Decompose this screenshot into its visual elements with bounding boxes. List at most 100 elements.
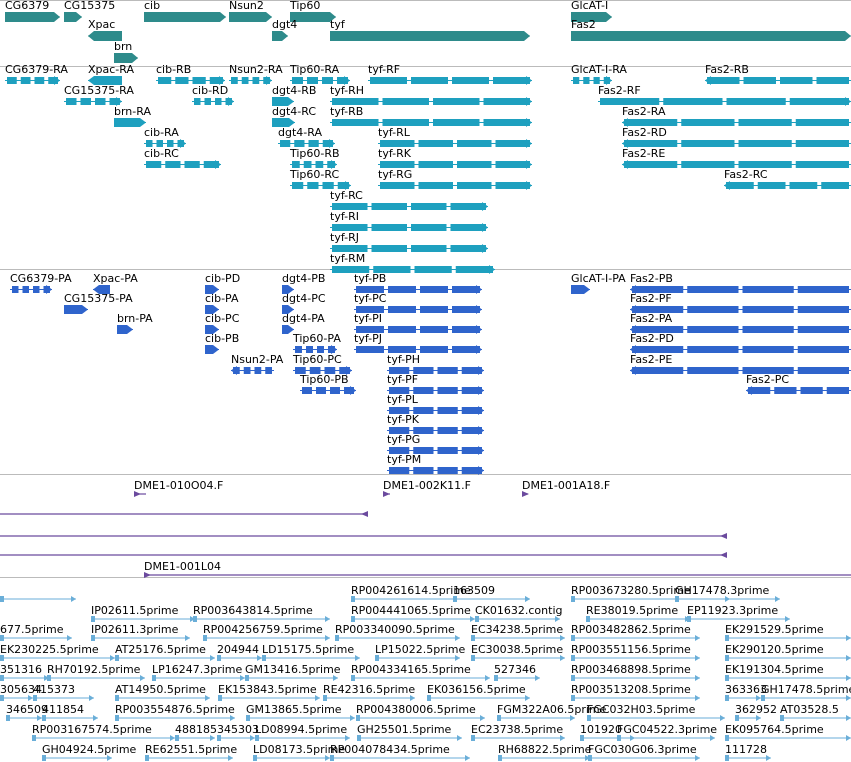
est-feature[interactable]: AT03528.5 bbox=[780, 703, 851, 721]
est-feature[interactable]: EP11923.3prime bbox=[687, 604, 790, 622]
est-feature[interactable]: RH70192.5prime bbox=[47, 663, 145, 681]
transcript-feature[interactable]: Tip60-RC bbox=[289, 168, 351, 190]
transcript-feature[interactable]: dgt4-RA bbox=[278, 126, 335, 148]
est-feature[interactable]: FGC04522.3prime bbox=[617, 723, 717, 741]
est-feature[interactable]: 346509 bbox=[6, 703, 48, 721]
clone-feature[interactable]: DME1-002K11.F bbox=[383, 479, 471, 497]
transcript-feature[interactable]: Tip60-RB bbox=[289, 147, 340, 169]
est-feature[interactable]: RE42316.5prime bbox=[323, 683, 415, 701]
gene-feature[interactable]: Fas2 bbox=[571, 18, 851, 41]
protein-feature[interactable]: tyf-PL bbox=[387, 393, 484, 415]
est-feature[interactable]: LP16247.3prime bbox=[152, 663, 245, 681]
est-feature[interactable]: RP003643814.5prime bbox=[193, 604, 330, 622]
est-feature[interactable]: RP003340090.5prime bbox=[335, 623, 460, 641]
transcript-feature[interactable]: Fas2-RE bbox=[622, 147, 851, 169]
transcript-feature[interactable]: Xpac-RA bbox=[88, 63, 134, 85]
est-feature[interactable]: RE62551.5prime bbox=[145, 743, 237, 761]
protein-feature[interactable]: tyf-PB bbox=[354, 272, 482, 294]
est-feature[interactable]: 488185 bbox=[175, 723, 217, 741]
protein-feature[interactable]: CG15375-PA bbox=[64, 292, 133, 314]
transcript-feature[interactable]: brn-RA bbox=[114, 105, 151, 127]
protein-feature[interactable]: tyf-PH bbox=[387, 353, 484, 375]
est-feature[interactable]: EK290120.5prime bbox=[725, 643, 851, 661]
protein-feature[interactable]: cib-PA bbox=[205, 292, 239, 314]
protein-feature[interactable]: brn-PA bbox=[117, 312, 153, 334]
est-feature[interactable]: 111728 bbox=[725, 743, 771, 761]
clone-feature[interactable]: DME1-001A18.F bbox=[522, 479, 610, 497]
est-feature[interactable]: EK095764.5prime bbox=[725, 723, 851, 741]
transcript-feature[interactable]: tyf-RI bbox=[330, 210, 488, 232]
est-feature[interactable]: GM13865.5prime bbox=[246, 703, 355, 721]
est-feature[interactable]: EK230225.5prime bbox=[0, 643, 115, 661]
est-feature[interactable]: RP003513208.5prime bbox=[571, 683, 700, 701]
est-feature[interactable]: FGM322A06.5prime bbox=[497, 703, 607, 721]
protein-feature[interactable]: tyf-PI bbox=[354, 312, 482, 334]
protein-feature[interactable]: tyf-PC bbox=[354, 292, 482, 314]
est-feature[interactable]: RP003551156.5prime bbox=[571, 643, 700, 661]
clone-feature[interactable] bbox=[0, 533, 727, 539]
transcript-feature[interactable]: cib-RB bbox=[156, 63, 225, 85]
transcript-feature[interactable]: dgt4-RB bbox=[272, 84, 316, 106]
est-feature[interactable]: EC30038.5prime bbox=[471, 643, 565, 661]
transcript-feature[interactable]: tyf-RB bbox=[330, 105, 532, 127]
est-feature[interactable]: 363363 bbox=[725, 683, 767, 701]
est-feature[interactable]: 527346 bbox=[494, 663, 540, 681]
est-feature[interactable]: GH17478.3prime bbox=[675, 584, 780, 602]
protein-feature[interactable]: dgt4-PC bbox=[282, 292, 326, 314]
protein-feature[interactable]: dgt4-PA bbox=[282, 312, 325, 334]
transcript-feature[interactable]: cib-RC bbox=[144, 147, 221, 169]
est-feature[interactable]: CK01632.contig bbox=[475, 604, 562, 622]
est-feature[interactable]: 677.5prime bbox=[0, 623, 72, 641]
protein-feature[interactable]: cib-PD bbox=[205, 272, 240, 294]
transcript-feature[interactable]: dgt4-RC bbox=[272, 105, 316, 127]
est-feature[interactable]: LP15022.5prime bbox=[375, 643, 466, 661]
protein-feature[interactable]: Fas2-PD bbox=[630, 332, 851, 354]
est-feature[interactable]: RP003167574.5prime bbox=[32, 723, 175, 741]
gene-feature[interactable]: dgt4 bbox=[272, 18, 297, 41]
est-feature[interactable]: RP003554876.5prime bbox=[115, 703, 235, 721]
est-feature[interactable]: EK036156.5prime bbox=[427, 683, 530, 701]
gene-feature[interactable]: GlcAT-I bbox=[571, 0, 612, 22]
protein-feature[interactable]: Fas2-PB bbox=[630, 272, 851, 294]
protein-feature[interactable]: Fas2-PA bbox=[630, 312, 851, 334]
protein-feature[interactable]: Tip60-PB bbox=[299, 373, 356, 395]
transcript-feature[interactable]: Fas2-RA bbox=[622, 105, 851, 127]
est-feature[interactable]: 163509 bbox=[453, 584, 530, 602]
transcript-feature[interactable]: Nsun2-RA bbox=[229, 63, 283, 85]
est-feature[interactable] bbox=[0, 596, 76, 602]
transcript-feature[interactable]: Fas2-RD bbox=[622, 126, 851, 148]
clone-feature[interactable]: DME1-010O04.F bbox=[134, 479, 223, 497]
transcript-feature[interactable]: CG6379-RA bbox=[5, 63, 68, 85]
est-feature[interactable]: 305634 bbox=[0, 683, 42, 701]
track-genes[interactable]: CG6379 CG15375 cib Nsun2 Tip60 Xpac brn dgt4 tyf… bbox=[5, 0, 851, 63]
est-feature[interactable]: GH25501.5prime bbox=[357, 723, 462, 741]
protein-feature[interactable]: GlcAT-I-PA bbox=[571, 272, 626, 294]
transcript-feature[interactable]: cib-RD bbox=[192, 84, 234, 106]
est-feature[interactable]: RP003468898.5prime bbox=[571, 663, 700, 681]
transcript-feature[interactable]: Fas2-RC bbox=[724, 168, 851, 190]
protein-feature[interactable]: Xpac-PA bbox=[93, 272, 138, 294]
protein-feature[interactable]: tyf-PJ bbox=[354, 332, 482, 354]
est-feature[interactable]: LD15175.5prime bbox=[262, 643, 360, 661]
est-feature[interactable]: 362952 bbox=[735, 703, 777, 721]
protein-feature[interactable]: tyf-PM bbox=[387, 453, 484, 475]
est-feature[interactable]: RE38019.5prime bbox=[586, 604, 690, 622]
est-feature[interactable]: FGC030G06.3prime bbox=[588, 743, 700, 761]
est-feature[interactable]: LD08994.5prime bbox=[255, 723, 350, 741]
transcript-feature[interactable]: tyf-RK bbox=[378, 147, 532, 169]
est-feature[interactable]: EC34238.5prime bbox=[471, 623, 565, 641]
protein-feature[interactable]: tyf-PK bbox=[387, 413, 484, 435]
est-feature[interactable]: 351316 bbox=[0, 663, 49, 681]
transcript-feature[interactable]: tyf-RJ bbox=[330, 231, 488, 253]
protein-feature[interactable]: dgt4-PB bbox=[282, 272, 325, 294]
gene-feature[interactable]: tyf bbox=[330, 18, 530, 41]
transcript-feature[interactable]: tyf-RL bbox=[378, 126, 532, 148]
protein-feature[interactable]: Fas2-PE bbox=[630, 353, 851, 375]
est-feature[interactable]: EC23738.5prime bbox=[471, 723, 565, 741]
est-feature[interactable]: RP003482862.5prime bbox=[571, 623, 700, 641]
clone-feature[interactable]: DME1-001L04 bbox=[144, 560, 851, 578]
est-feature[interactable]: 415373 bbox=[33, 683, 94, 701]
track-clones[interactable]: DME1-010O04.F DME1-002K11.F DME1-001A18.F D… bbox=[0, 479, 851, 578]
